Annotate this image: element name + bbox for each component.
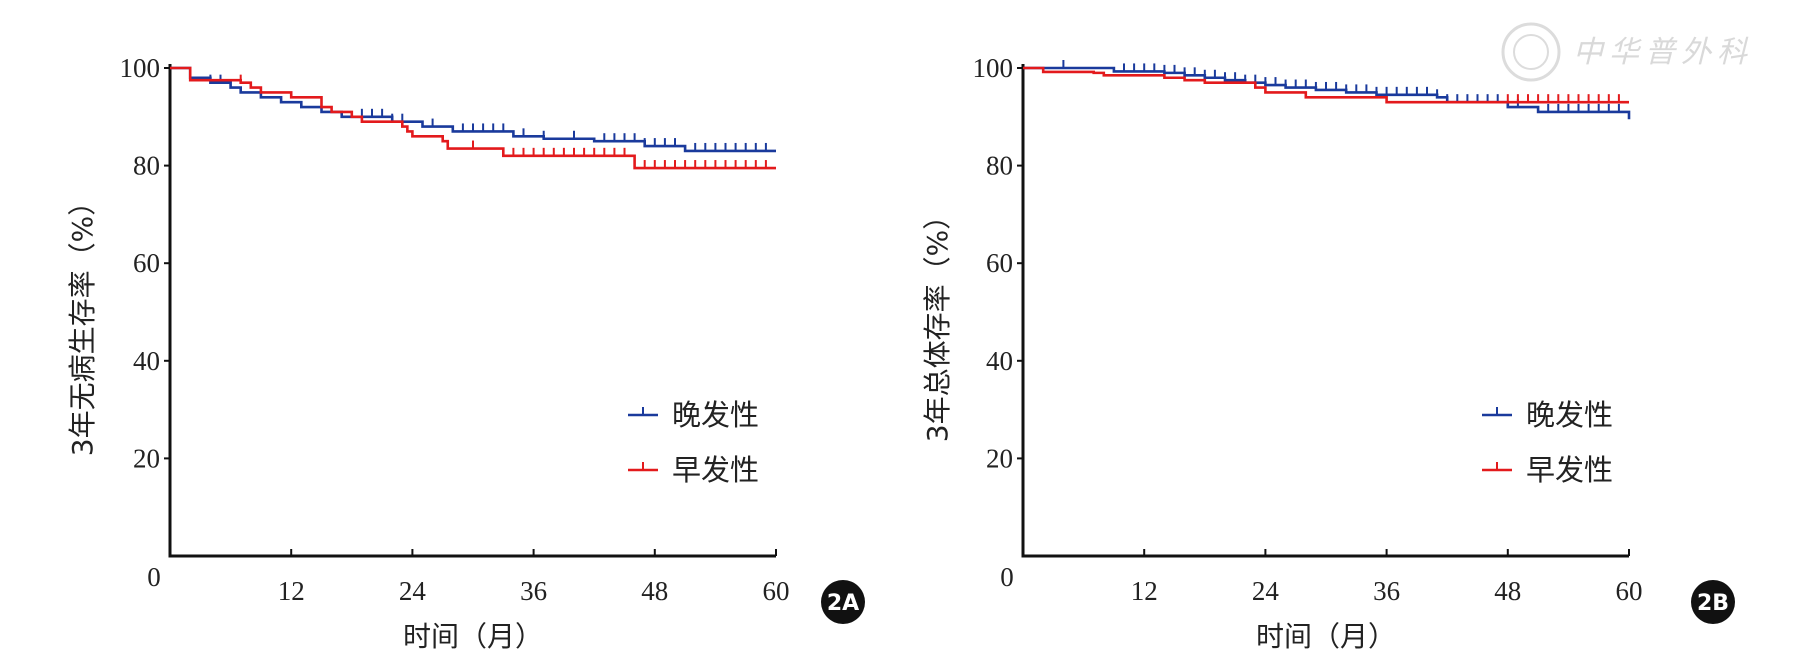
series-line-early (1023, 66, 1629, 104)
legend-label: 晚发性 (672, 398, 759, 432)
y-tick-label: 20 (133, 443, 160, 473)
y-tick-label: 60 (133, 248, 160, 278)
x-tick-label: 60 (1616, 576, 1643, 606)
y-tick-label: 40 (133, 346, 160, 376)
y-axis-title: 3年总体存率（%） (921, 202, 954, 442)
origin-label: 0 (1000, 562, 1014, 592)
x-tick-label: 24 (1252, 576, 1280, 606)
panel-badge-label: 2B (1697, 591, 1729, 616)
watermark-seal-inner-icon (1513, 34, 1549, 70)
y-tick-label: 80 (133, 151, 160, 181)
legend-label: 早发性 (672, 453, 759, 487)
y-tick-label: 100 (973, 53, 1014, 83)
x-axis-title: 时间（月） (1256, 620, 1396, 653)
series-line-late (170, 66, 776, 153)
x-tick-label: 12 (278, 576, 305, 606)
y-tick-label: 40 (986, 346, 1013, 376)
watermark-logo: 中华普外科 (1501, 22, 1753, 82)
x-tick-label: 24 (399, 576, 427, 606)
x-tick-label: 60 (763, 576, 790, 606)
watermark-seal-icon (1501, 22, 1561, 82)
y-axis-title: 3年无病生存率（%） (66, 188, 99, 456)
x-tick-label: 12 (1131, 576, 1158, 606)
x-tick-label: 36 (1373, 576, 1400, 606)
series-line-early (170, 66, 776, 170)
panel-badge (1691, 580, 1735, 624)
panel-2b: 20 40 60 80 100 0 12 24 36 48 60 时间（月） 3年总体存率（%） 晚发性早… (921, 53, 1735, 653)
panel-badge-label: 2A (827, 591, 859, 616)
x-tick-label: 36 (520, 576, 547, 606)
x-tick-label: 48 (1494, 576, 1521, 606)
legend-label: 晚发性 (1526, 398, 1613, 432)
panel-badge (821, 580, 865, 624)
panel-2a: 20 40 60 80 100 0 12 24 36 48 60 时间（月） 3年无病生存率（%） 晚发性… (66, 53, 865, 653)
y-tick-label: 20 (986, 443, 1013, 473)
x-tick-label: 48 (641, 576, 668, 606)
y-tick-label: 100 (120, 53, 161, 83)
legend-label: 早发性 (1526, 453, 1613, 487)
x-axis-title: 时间（月） (403, 620, 543, 653)
y-tick-label: 80 (986, 151, 1013, 181)
origin-label: 0 (147, 562, 161, 592)
y-tick-label: 60 (986, 248, 1013, 278)
watermark-text: 中华普外科 (1573, 35, 1753, 70)
